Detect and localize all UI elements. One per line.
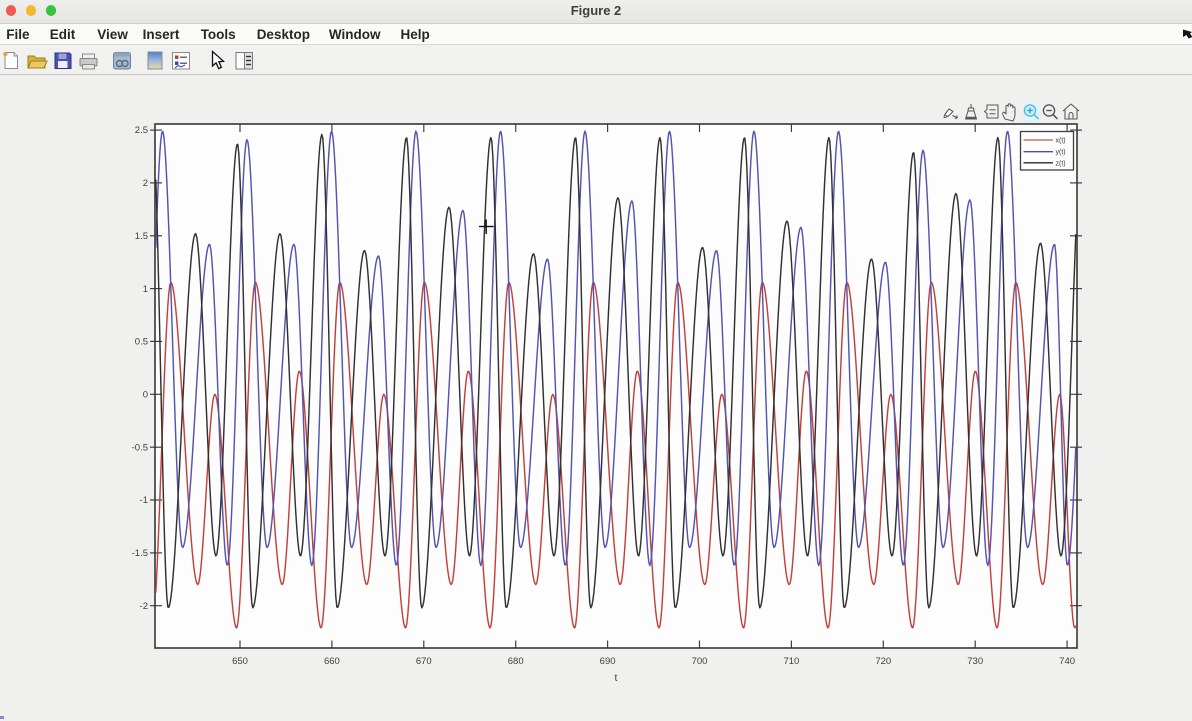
svg-text:1.5: 1.5 — [135, 231, 148, 242]
svg-text:0.5: 0.5 — [135, 337, 148, 348]
svg-text:-1.5: -1.5 — [132, 548, 148, 559]
svg-text:0: 0 — [143, 390, 148, 401]
svg-text:730: 730 — [967, 656, 983, 667]
svg-text:-1: -1 — [140, 495, 148, 506]
svg-text:660: 660 — [324, 656, 340, 667]
svg-text:680: 680 — [508, 656, 524, 667]
svg-text:740: 740 — [1059, 656, 1075, 667]
svg-text:710: 710 — [783, 656, 799, 667]
svg-text:2: 2 — [143, 178, 148, 189]
svg-text:-0.5: -0.5 — [132, 442, 148, 453]
svg-text:z(t): z(t) — [1056, 160, 1066, 167]
svg-text:690: 690 — [600, 656, 616, 667]
svg-text:650: 650 — [232, 656, 248, 667]
svg-text:670: 670 — [416, 656, 432, 667]
svg-text:2.5: 2.5 — [135, 125, 148, 136]
svg-text:1: 1 — [143, 284, 148, 295]
svg-text:720: 720 — [875, 656, 891, 667]
svg-text:-2: -2 — [140, 601, 148, 612]
svg-text:x(t): x(t) — [1056, 138, 1066, 145]
svg-text:t: t — [615, 672, 618, 684]
svg-text:y(t): y(t) — [1056, 149, 1066, 156]
svg-text:700: 700 — [692, 656, 708, 667]
